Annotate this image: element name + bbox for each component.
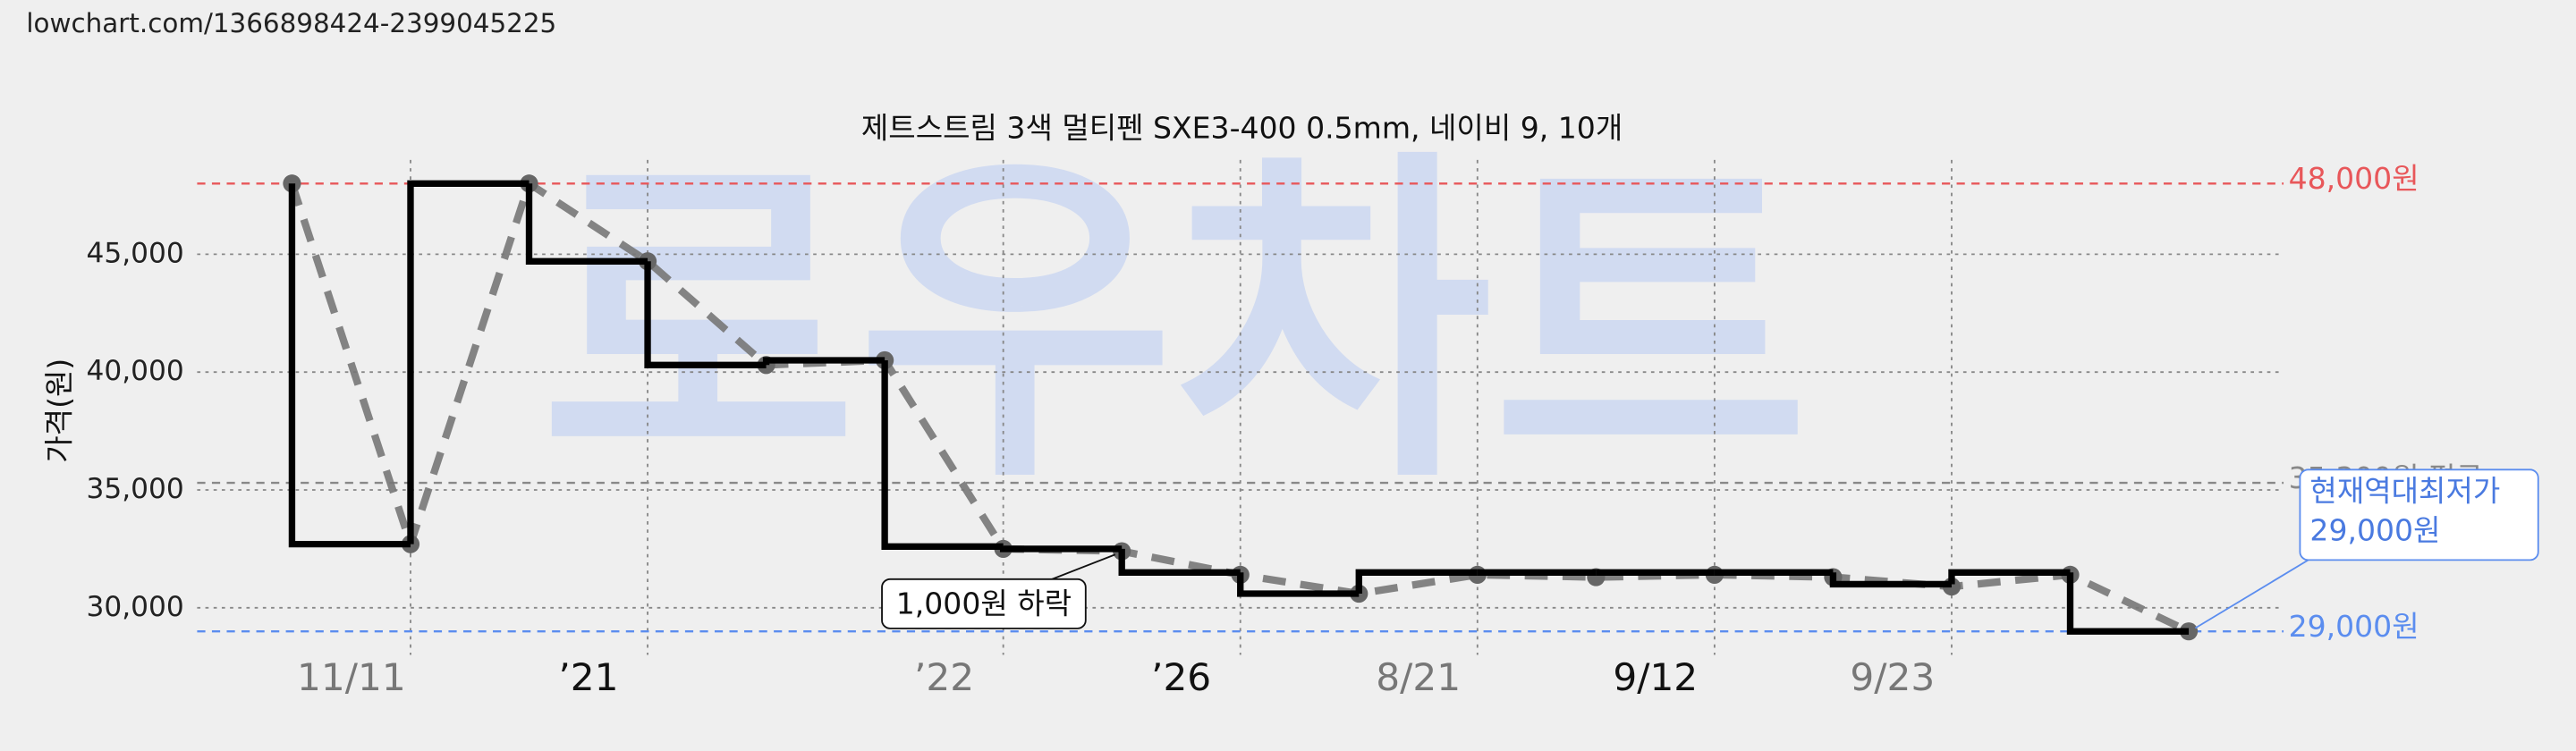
x-tick-label: 11/11: [297, 655, 406, 699]
annotation-box: [2299, 468, 2539, 561]
step-segment: [762, 357, 886, 366]
step-segment: [1237, 572, 1360, 597]
x-tick-label: ’21: [558, 655, 618, 699]
chart-title: 제트스트림 3색 멀티펜 SXE3-400 0.5mm, 네이비 9, 10개: [861, 111, 1623, 146]
reference-label: 48,000원: [2289, 161, 2419, 196]
y-tick-label: 35,000: [86, 473, 183, 505]
url: lowchart.com/1366898424-2399045225: [26, 8, 556, 38]
step-segment: [288, 183, 411, 548]
annotation-arrow: [1047, 553, 1116, 582]
y-tick-label: 45,000: [86, 237, 183, 269]
x-tick-label: 9/23: [1850, 655, 1935, 699]
annotation-box: [881, 578, 1087, 629]
step-segment: [1355, 569, 1478, 594]
step-segment: [407, 180, 530, 544]
step-segment: [2066, 572, 2190, 635]
reference-label: 29,000원: [2289, 609, 2419, 644]
annotation-text: 1,000원 하락: [896, 586, 1072, 621]
step-segment: [999, 545, 1123, 553]
y-axis-label: 가격(원): [41, 359, 76, 463]
y-tick-label: 40,000: [86, 355, 183, 387]
annotation-text: 29,000원: [2309, 513, 2440, 548]
y-tick-label: 30,000: [86, 591, 183, 623]
annotation-text: 현재역대최저가: [2309, 474, 2500, 509]
x-tick-label: 8/21: [1376, 655, 1461, 699]
x-tick-label: ’22: [914, 655, 974, 699]
step-segment: [644, 261, 767, 368]
step-segment: [1118, 548, 1241, 576]
annotation-arrow: [2194, 554, 2318, 629]
x-tick-label: 9/12: [1613, 655, 1698, 699]
step-segment: [881, 359, 1004, 550]
step-segment: [525, 183, 648, 265]
watermark: 로우차트: [540, 122, 1809, 524]
step-segment: [1948, 569, 2071, 585]
step-segment: [1829, 572, 1952, 588]
x-tick-label: ’26: [1151, 655, 1211, 699]
